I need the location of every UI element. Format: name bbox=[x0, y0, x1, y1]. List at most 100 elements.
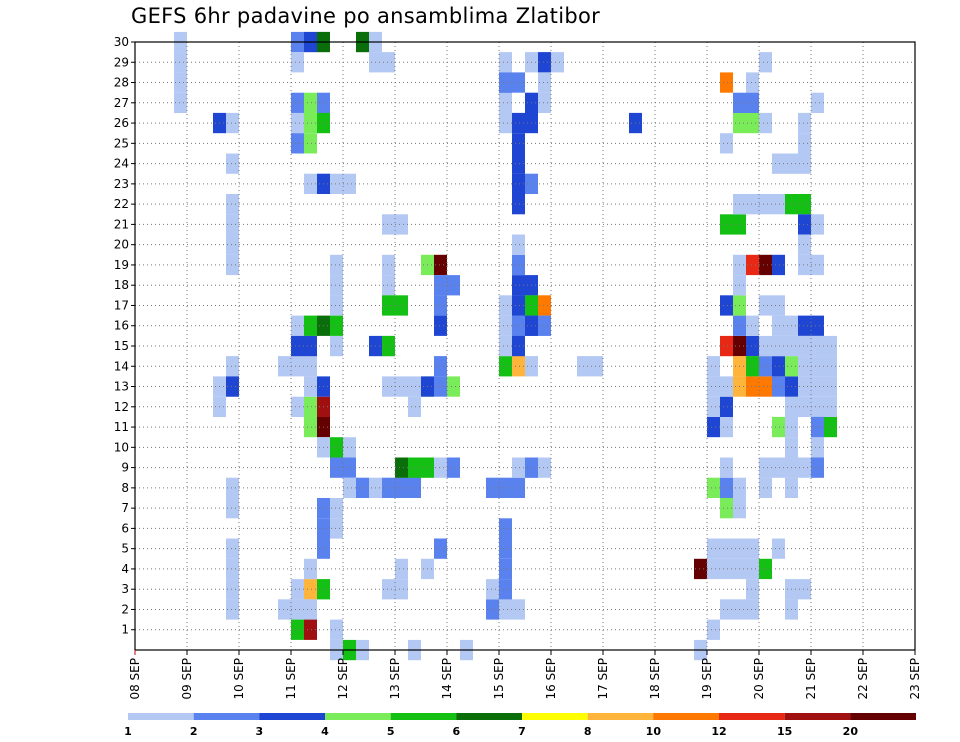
x-tick-label: 08 SEP bbox=[128, 658, 142, 700]
heat-cell bbox=[512, 295, 525, 316]
heat-cell bbox=[538, 72, 551, 93]
heat-cell bbox=[304, 112, 317, 134]
x-tick-label: 16 SEP bbox=[544, 658, 558, 700]
heat-cell bbox=[408, 376, 421, 397]
x-tick-label: 15 SEP bbox=[492, 658, 506, 700]
x-tick-label: 19 SEP bbox=[700, 658, 714, 700]
heat-cell bbox=[707, 416, 720, 438]
heat-cell bbox=[330, 437, 343, 458]
heat-cell bbox=[707, 477, 720, 498]
heat-cell bbox=[512, 477, 525, 498]
y-tick-label: 1 bbox=[121, 623, 129, 637]
heat-cell bbox=[811, 416, 824, 438]
heat-cell bbox=[512, 133, 525, 154]
heat-cell bbox=[798, 579, 811, 600]
x-tick-label: 20 SEP bbox=[752, 658, 766, 700]
colorbar-swatch bbox=[259, 713, 325, 720]
heat-cell bbox=[304, 133, 317, 154]
heat-cell bbox=[330, 619, 343, 640]
heat-cell bbox=[772, 335, 785, 357]
heat-cell bbox=[772, 315, 785, 336]
heat-cell bbox=[499, 477, 512, 498]
heat-cell bbox=[798, 457, 811, 478]
heat-cell bbox=[434, 376, 447, 397]
colorbar-layer: 1 2 3 4 5 6 7 8 10 12 15 20 bbox=[124, 713, 916, 738]
colorbar-label: 7 bbox=[518, 725, 526, 738]
heat-cell bbox=[291, 579, 304, 600]
colorbar-label: 12 bbox=[711, 725, 726, 738]
colorbar-swatch bbox=[784, 713, 851, 720]
heat-cell bbox=[486, 477, 499, 498]
heat-cell bbox=[447, 376, 460, 397]
heat-cell bbox=[720, 335, 733, 357]
heat-cell bbox=[759, 194, 772, 215]
heat-cell bbox=[408, 396, 421, 417]
heat-cell bbox=[746, 538, 759, 559]
y-tick-label: 27 bbox=[114, 96, 129, 110]
y-tick-label: 20 bbox=[114, 238, 129, 252]
heat-cell bbox=[395, 295, 408, 316]
heat-cell bbox=[707, 558, 720, 580]
colorbar-swatch bbox=[325, 713, 391, 720]
heat-cell bbox=[499, 72, 512, 93]
heat-cell bbox=[759, 477, 772, 498]
heat-cell bbox=[499, 335, 512, 357]
heat-cell bbox=[512, 153, 525, 174]
heat-cell bbox=[720, 498, 733, 519]
heat-cell bbox=[291, 133, 304, 154]
heat-cell bbox=[720, 72, 733, 93]
y-tick-label: 11 bbox=[114, 420, 129, 434]
heat-cell bbox=[499, 356, 512, 377]
heat-cell bbox=[759, 457, 772, 478]
heat-cell bbox=[486, 579, 499, 600]
grid-layer bbox=[135, 42, 915, 650]
heat-cell bbox=[811, 254, 824, 276]
heat-cell bbox=[811, 376, 824, 397]
heat-cell bbox=[759, 335, 772, 357]
heat-cell bbox=[759, 356, 772, 377]
heat-cell bbox=[499, 295, 512, 316]
heat-cell bbox=[226, 477, 239, 498]
heat-cell bbox=[798, 376, 811, 397]
heat-cell bbox=[746, 579, 759, 600]
heat-cell bbox=[395, 477, 408, 498]
heat-cell bbox=[278, 599, 291, 620]
colorbar-swatch bbox=[456, 713, 522, 720]
heat-cell bbox=[226, 579, 239, 600]
heat-cell bbox=[304, 599, 317, 620]
heat-cell bbox=[772, 254, 785, 276]
x-tick-label: 12 SEP bbox=[336, 658, 350, 700]
heat-cell bbox=[798, 254, 811, 276]
heat-cell bbox=[486, 599, 499, 620]
heat-cell bbox=[720, 396, 733, 417]
y-tick-label: 15 bbox=[114, 339, 129, 353]
heat-cell bbox=[746, 315, 759, 336]
y-tick-label: 21 bbox=[114, 217, 129, 231]
heat-cell bbox=[226, 376, 239, 397]
y-tick-label: 6 bbox=[121, 521, 129, 535]
heat-cell bbox=[720, 376, 733, 397]
heat-cell bbox=[343, 457, 356, 478]
heat-cell bbox=[174, 52, 187, 73]
heat-cell bbox=[798, 396, 811, 417]
y-tick-label: 13 bbox=[114, 380, 129, 394]
colorbar-label: 10 bbox=[646, 725, 662, 738]
heat-cell bbox=[746, 112, 759, 134]
colorbar-swatch bbox=[193, 713, 260, 720]
heat-cell bbox=[746, 356, 759, 377]
heat-cell bbox=[226, 254, 239, 276]
heat-cell bbox=[330, 173, 343, 194]
heat-cell bbox=[707, 619, 720, 640]
heat-cell bbox=[304, 315, 317, 336]
heat-cell bbox=[772, 356, 785, 377]
heat-cell bbox=[343, 437, 356, 458]
heat-cell bbox=[330, 335, 343, 357]
heat-cell bbox=[720, 416, 733, 438]
heat-cell bbox=[759, 558, 772, 580]
heat-cell bbox=[278, 356, 291, 377]
heat-cell bbox=[746, 194, 759, 215]
heat-cell bbox=[330, 498, 343, 519]
heat-cell bbox=[707, 538, 720, 559]
heat-cell bbox=[291, 599, 304, 620]
heat-cell bbox=[330, 518, 343, 539]
